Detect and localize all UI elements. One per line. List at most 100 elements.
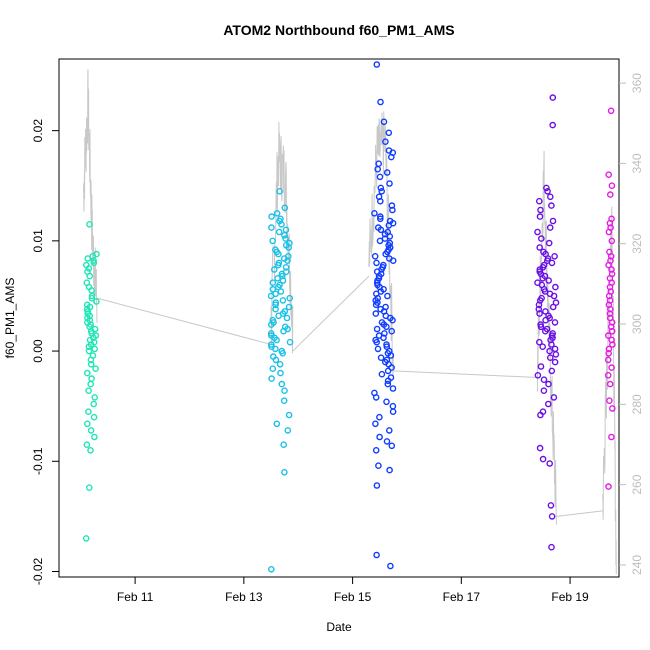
data-point: [386, 466, 393, 474]
data-point: [536, 338, 543, 346]
right-axis-trace: [270, 121, 294, 354]
data-point: [267, 292, 275, 300]
data-point: [269, 237, 276, 245]
data-point: [381, 235, 389, 242]
data-point: [548, 341, 555, 348]
data-point: [87, 360, 95, 368]
y-right-tick-label: 320: [630, 233, 644, 253]
data-point: [282, 235, 289, 242]
data-points: [82, 61, 616, 573]
data-point: [607, 191, 614, 198]
data-point: [605, 261, 612, 269]
data-point: [268, 213, 275, 220]
data-point: [373, 325, 381, 333]
data-point: [543, 184, 550, 192]
data-point: [550, 394, 558, 401]
data-point: [547, 354, 554, 362]
data-point: [382, 138, 389, 145]
data-point: [90, 400, 97, 408]
data-point: [548, 513, 556, 520]
data-point: [373, 482, 381, 489]
data-point: [276, 187, 283, 195]
data-point: [540, 376, 548, 384]
y-left-tick-label: 0.02: [31, 119, 45, 143]
data-point: [551, 319, 559, 326]
data-point: [377, 226, 385, 234]
data-point: [536, 244, 544, 251]
data-point: [85, 265, 93, 272]
data-point: [280, 327, 287, 335]
data-point: [286, 294, 294, 302]
data-point: [548, 367, 556, 375]
data-point: [605, 171, 613, 178]
y-axis-left: -0.02 -0.01 0.00 0.01 0.02: [31, 119, 59, 585]
data-point: [537, 363, 545, 370]
data-point: [551, 252, 558, 260]
data-point: [606, 380, 614, 388]
data-point: [388, 442, 396, 450]
data-point: [387, 153, 395, 161]
data-point: [85, 408, 92, 416]
data-point: [538, 235, 545, 242]
data-point: [387, 352, 395, 359]
data-point: [388, 202, 396, 209]
data-point: [607, 107, 615, 115]
data-point: [83, 441, 91, 449]
data-point: [537, 411, 544, 419]
data-point: [82, 535, 90, 542]
data-point: [384, 377, 392, 385]
data-point: [371, 209, 378, 217]
data-point: [375, 462, 382, 470]
data-point: [377, 184, 385, 192]
data-point: [534, 371, 542, 379]
data-point: [380, 118, 388, 126]
chart-title: ATOM2 Northbound f60_PM1_AMS: [223, 22, 454, 38]
data-point: [372, 301, 380, 309]
data-point: [273, 209, 281, 217]
data-point: [383, 438, 391, 445]
data-point: [388, 364, 395, 371]
data-point: [545, 239, 553, 247]
data-point: [268, 224, 275, 231]
y-axis-right: 240 260 280 300 320 340 360: [619, 73, 644, 575]
data-point: [536, 444, 544, 452]
y-left-tick-label: -0.01: [31, 447, 45, 475]
data-point: [605, 228, 613, 236]
data-point: [548, 543, 555, 551]
data-point: [283, 314, 291, 322]
data-point: [550, 292, 558, 300]
data-point: [549, 94, 557, 101]
x-tick-label: Feb 17: [443, 590, 481, 604]
data-point: [534, 228, 541, 236]
connector-line: [292, 275, 370, 352]
data-point: [380, 334, 387, 342]
connector-line: [556, 510, 603, 517]
data-point: [535, 301, 543, 309]
x-axis-label: Date: [326, 620, 352, 634]
data-point: [376, 215, 384, 223]
data-point: [279, 349, 287, 357]
data-point: [272, 301, 279, 309]
data-point: [552, 351, 560, 358]
data-point: [85, 347, 93, 355]
data-point: [269, 279, 277, 287]
data-point: [286, 338, 294, 346]
data-point: [280, 441, 288, 449]
data-point: [275, 228, 283, 236]
data-point: [276, 360, 284, 368]
data-point: [544, 187, 551, 195]
data-point: [267, 566, 275, 573]
data-point: [604, 371, 612, 379]
connector-line: [96, 297, 272, 345]
data-point: [384, 367, 392, 375]
data-point: [547, 502, 555, 509]
data-point: [609, 405, 616, 412]
data-point: [374, 345, 382, 353]
data-point: [285, 411, 293, 419]
data-point: [86, 272, 93, 280]
right-axis-trace: [368, 111, 394, 378]
plot-frame: [58, 58, 620, 578]
data-point: [606, 310, 614, 317]
data-point: [372, 394, 380, 401]
